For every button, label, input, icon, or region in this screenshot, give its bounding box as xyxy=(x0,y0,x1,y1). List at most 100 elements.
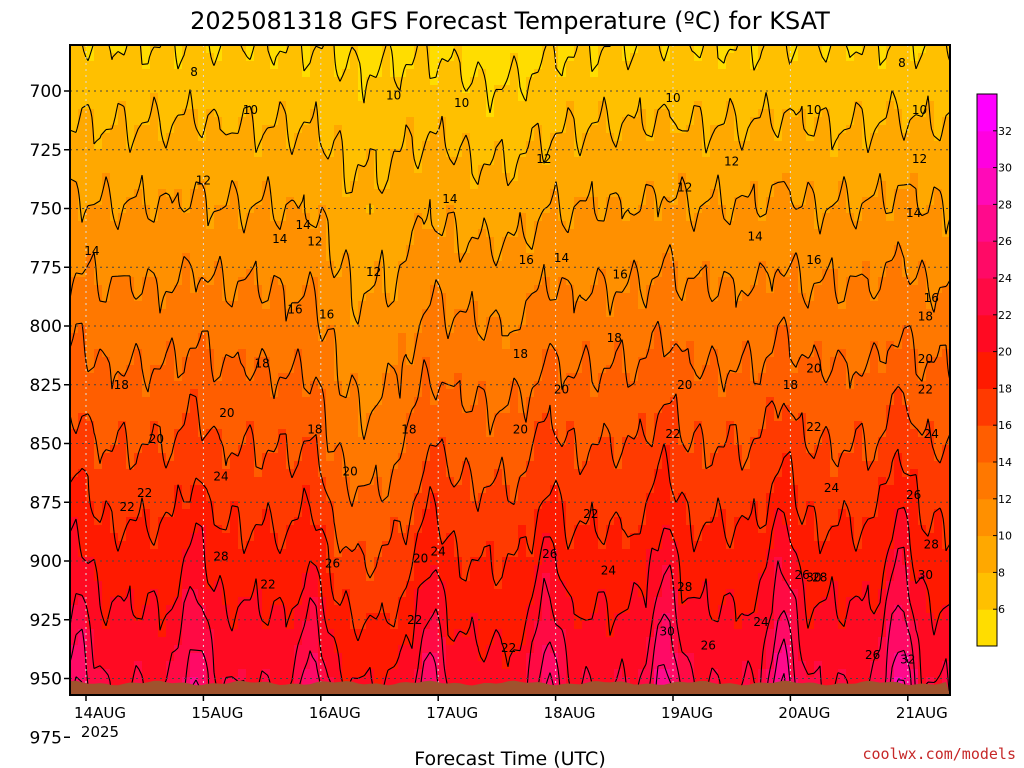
field-cell xyxy=(358,45,367,54)
field-cell xyxy=(294,173,303,182)
field-cell xyxy=(158,477,167,486)
field-cell xyxy=(134,117,143,126)
field-cell xyxy=(254,325,263,334)
field-cell xyxy=(430,413,439,422)
field-cell xyxy=(542,301,551,310)
field-cell xyxy=(526,277,535,286)
field-cell xyxy=(246,437,255,446)
field-cell xyxy=(118,397,127,406)
field-cell xyxy=(462,357,471,366)
field-cell xyxy=(398,509,407,518)
field-cell xyxy=(70,525,79,534)
field-cell xyxy=(454,501,463,510)
field-cell xyxy=(382,221,391,230)
field-cell xyxy=(414,453,423,462)
field-cell xyxy=(110,389,119,398)
field-cell xyxy=(198,189,207,198)
field-cell xyxy=(262,469,271,478)
field-cell xyxy=(238,429,247,438)
field-cell xyxy=(486,341,495,350)
field-cell xyxy=(278,389,287,398)
field-cell xyxy=(342,253,351,262)
field-cell xyxy=(470,117,479,126)
field-cell xyxy=(374,597,383,606)
field-cell xyxy=(206,605,215,614)
field-cell xyxy=(70,605,79,614)
field-cell xyxy=(446,573,455,582)
field-cell xyxy=(542,541,551,550)
field-cell xyxy=(398,237,407,246)
field-cell xyxy=(174,229,183,238)
field-cell xyxy=(446,101,455,110)
field-cell xyxy=(462,45,471,54)
field-cell xyxy=(502,229,511,238)
field-cell xyxy=(86,173,95,182)
field-cell xyxy=(430,109,439,118)
field-cell xyxy=(110,613,119,622)
field-cell xyxy=(158,341,167,350)
field-cell xyxy=(206,285,215,294)
field-cell xyxy=(518,365,527,374)
field-cell xyxy=(446,565,455,574)
field-cell xyxy=(246,357,255,366)
field-cell xyxy=(462,109,471,118)
field-cell xyxy=(358,69,367,78)
field-cell xyxy=(326,85,335,94)
field-cell xyxy=(414,613,423,622)
field-cell xyxy=(222,101,231,110)
field-cell xyxy=(334,349,343,358)
field-cell xyxy=(406,133,415,142)
field-cell xyxy=(302,165,311,174)
field-cell xyxy=(342,293,351,302)
field-cell xyxy=(510,525,519,534)
field-cell xyxy=(94,149,103,158)
field-cell xyxy=(326,101,335,110)
field-cell xyxy=(214,397,223,406)
field-cell xyxy=(534,357,543,366)
field-cell xyxy=(358,677,367,686)
field-cell xyxy=(270,237,279,246)
field-cell xyxy=(238,77,247,86)
field-cell xyxy=(230,477,239,486)
field-cell xyxy=(134,253,143,262)
field-cell xyxy=(462,165,471,174)
field-cell xyxy=(454,461,463,470)
field-cell xyxy=(286,45,295,54)
field-cell xyxy=(478,453,487,462)
field-cell xyxy=(302,285,311,294)
field-cell xyxy=(94,213,103,222)
field-cell xyxy=(326,389,335,398)
field-cell xyxy=(70,541,79,550)
field-cell xyxy=(422,613,431,622)
field-cell xyxy=(126,309,135,318)
field-cell xyxy=(350,421,359,430)
field-cell xyxy=(470,365,479,374)
field-cell xyxy=(286,189,295,198)
field-cell xyxy=(422,197,431,206)
field-cell xyxy=(390,469,399,478)
field-cell xyxy=(478,365,487,374)
field-cell xyxy=(286,349,295,358)
field-cell xyxy=(438,253,447,262)
field-cell xyxy=(174,605,183,614)
field-cell xyxy=(238,181,247,190)
field-cell xyxy=(166,341,175,350)
field-cell xyxy=(270,125,279,134)
field-cell xyxy=(230,221,239,230)
field-cell xyxy=(302,61,311,70)
field-cell xyxy=(86,101,95,110)
field-cell xyxy=(94,645,103,654)
field-cell xyxy=(94,477,103,486)
field-cell xyxy=(206,133,215,142)
field-cell xyxy=(478,149,487,158)
field-cell xyxy=(510,189,519,198)
field-cell xyxy=(254,237,263,246)
field-cell xyxy=(302,293,311,302)
field-cell xyxy=(142,573,151,582)
field-cell xyxy=(254,349,263,358)
field-cell xyxy=(182,93,191,102)
field-cell xyxy=(134,245,143,254)
field-cell xyxy=(510,77,519,86)
field-cell xyxy=(502,269,511,278)
field-cell xyxy=(414,117,423,126)
